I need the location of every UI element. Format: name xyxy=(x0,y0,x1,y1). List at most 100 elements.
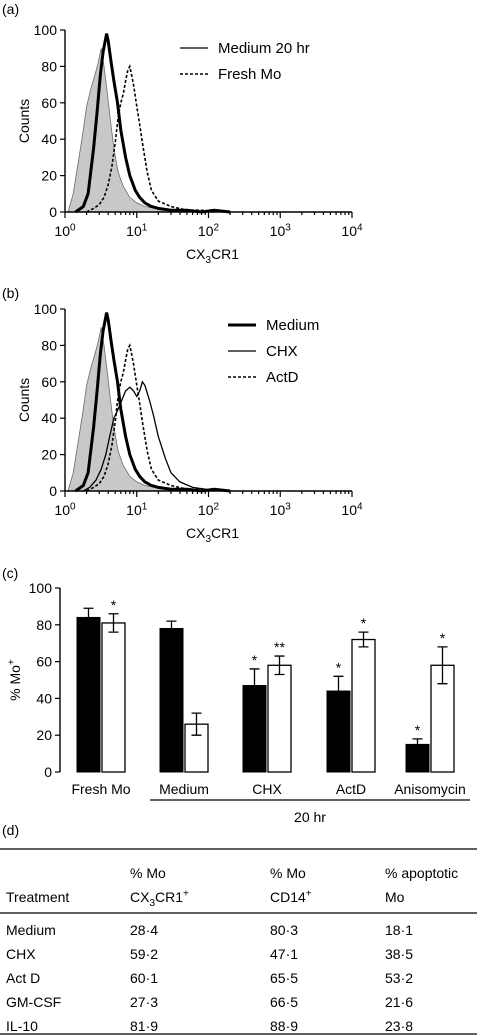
error-bar xyxy=(249,668,260,703)
table-cell: 60·1 xyxy=(130,970,158,986)
x-tick-label: 103 xyxy=(270,502,292,518)
significance-marker: * xyxy=(252,652,258,668)
column-header: CD14+ xyxy=(270,889,312,905)
y-tick-label: 40 xyxy=(41,131,57,147)
table-cell: 38·5 xyxy=(385,946,413,962)
y-tick-label: 0 xyxy=(49,204,57,220)
white-bar xyxy=(351,638,376,773)
y-tick-label: 20 xyxy=(41,447,57,463)
isotype-control-histogram xyxy=(67,327,193,492)
y-tick-label: 40 xyxy=(41,410,57,426)
white-bar xyxy=(267,664,292,773)
x-tick-label: 101 xyxy=(126,502,148,518)
y-tick-label: 60 xyxy=(36,654,52,670)
table-cell: 81·9 xyxy=(130,1018,158,1034)
isotype-control-histogram xyxy=(67,48,193,213)
error-bar xyxy=(333,675,344,707)
x-tick-label: 104 xyxy=(341,502,363,518)
x-tick-label: 104 xyxy=(341,223,363,239)
y-tick-label: 100 xyxy=(34,22,58,38)
legend-label: CHX xyxy=(266,343,298,360)
error-bar xyxy=(358,631,369,648)
histogram-panel-b: (b) 0 20 40 60 80 100 100 101 102 103 104 CX3CR1 Coun… xyxy=(2,285,363,545)
y-tick-label: 100 xyxy=(29,580,53,596)
y-tick-label: 80 xyxy=(41,337,57,353)
y-tick-label: 100 xyxy=(34,301,58,317)
histogram-medium xyxy=(74,312,231,493)
panel-label: (a) xyxy=(2,1,19,17)
y-tick-label: 0 xyxy=(49,483,57,499)
x-tick-label: 100 xyxy=(54,502,76,518)
y-axis-label: Counts xyxy=(16,99,32,143)
y-tick-label: 60 xyxy=(41,374,57,390)
x-axis-label: CX3CR1 xyxy=(186,525,239,545)
white-bar xyxy=(101,622,126,773)
row-treatment-label: Medium xyxy=(6,922,56,938)
y-tick-label: 80 xyxy=(36,617,52,633)
histogram-actd xyxy=(86,343,215,492)
category-label: Anisomycin xyxy=(394,781,466,797)
x-tick-label: 102 xyxy=(198,223,220,239)
y-tick-label: 20 xyxy=(36,727,52,743)
data-table-panel-d: (d) Treatment % Mo CX3CR1+ % Mo CD14+ % apopto… xyxy=(0,822,477,1035)
panel-label: (c) xyxy=(2,565,18,581)
column-header: CX3CR1+ xyxy=(130,889,189,910)
significance-marker: * xyxy=(111,597,117,613)
legend-label: ActD xyxy=(266,369,299,386)
legend-label: Medium xyxy=(266,317,319,334)
error-bar xyxy=(274,655,285,676)
y-axis-label: Counts xyxy=(16,378,32,422)
legend: Medium 20 hr Fresh Mo xyxy=(180,40,310,83)
black-bar xyxy=(76,616,101,773)
category-label: Medium xyxy=(159,781,209,797)
column-header: Treatment xyxy=(6,889,69,905)
column-header: Mo xyxy=(385,889,405,905)
error-bar xyxy=(412,738,423,751)
y-tick-label: 80 xyxy=(41,58,57,74)
y-tick-label: 60 xyxy=(41,95,57,111)
table-cell: 65·5 xyxy=(270,970,298,986)
column-header-line1: % apoptotic xyxy=(385,865,458,881)
error-bar xyxy=(108,613,119,633)
x-tick-label: 100 xyxy=(54,223,76,239)
table-cell: 18·1 xyxy=(385,922,413,938)
table-cell: 27·3 xyxy=(130,994,158,1010)
table-cell: 23·8 xyxy=(385,1018,413,1034)
black-bar xyxy=(159,627,184,773)
error-bar xyxy=(191,712,202,736)
column-header-line1: % Mo xyxy=(130,865,166,881)
x-tick-label: 102 xyxy=(198,502,220,518)
error-bar xyxy=(83,607,94,628)
category-label: CHX xyxy=(252,781,282,797)
x-tick-label: 103 xyxy=(270,223,292,239)
row-treatment-label: GM-CSF xyxy=(6,994,61,1010)
legend: Medium CHX ActD xyxy=(228,317,319,386)
y-tick-label: 20 xyxy=(41,168,57,184)
x-tick-label: 101 xyxy=(126,223,148,239)
category-label: ActD xyxy=(336,781,366,797)
histogram-fresh-mo xyxy=(86,64,215,213)
table-cell: 28·4 xyxy=(130,922,158,938)
y-tick-label: 0 xyxy=(44,764,52,780)
table-cell: 66·5 xyxy=(270,994,298,1010)
category-label: Fresh Mo xyxy=(71,781,130,797)
y-tick-label: 40 xyxy=(36,690,52,706)
error-bar xyxy=(166,620,177,637)
panel-label: (b) xyxy=(2,285,19,301)
column-header-line1: % Mo xyxy=(270,865,306,881)
x-axis-label: CX3CR1 xyxy=(186,246,239,266)
panel-label: (d) xyxy=(2,822,19,838)
table-cell: 88·9 xyxy=(270,1018,298,1034)
row-treatment-label: CHX xyxy=(6,946,36,962)
row-treatment-label: IL-10 xyxy=(6,1018,38,1034)
significance-marker: * xyxy=(361,615,367,631)
y-axis-label: % Mo+ xyxy=(7,659,23,701)
table-cell: 21·6 xyxy=(385,994,413,1010)
significance-marker: ** xyxy=(274,639,285,655)
group-caption: 20 hr xyxy=(294,809,326,825)
histogram-panel-a: (a) 0 20 40 60 80 100 100 101 102 103 104 CX3CR1 Coun… xyxy=(2,1,363,266)
histogram-chx xyxy=(82,380,222,492)
table-cell: 59·2 xyxy=(130,946,158,962)
